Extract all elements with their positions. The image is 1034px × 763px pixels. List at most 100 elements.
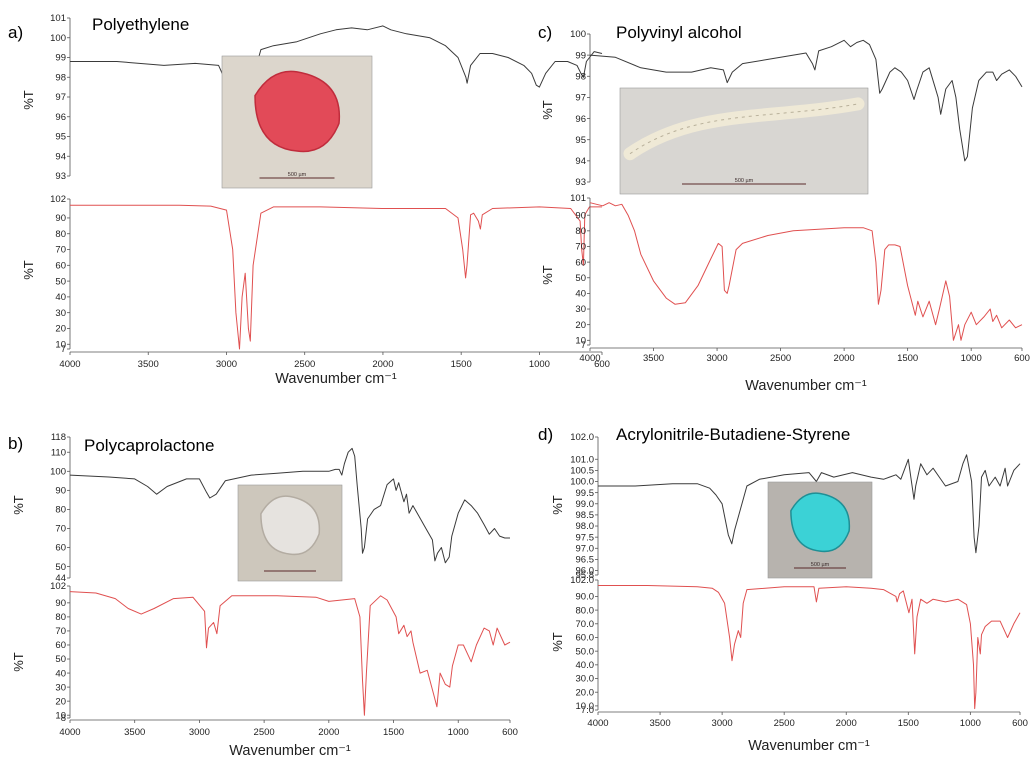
panel-d: d) Acrylonitrile-Butadiene-Styrene95.896.… <box>538 425 1028 754</box>
y-tick-label: 20 <box>55 324 66 335</box>
x-tick-label: 600 <box>1014 353 1030 364</box>
panel-letter: a) <box>8 23 23 42</box>
y-axis-label: %T <box>550 632 565 652</box>
y-tick-label: 118 <box>51 432 66 443</box>
x-tick-label: 2500 <box>774 718 795 729</box>
y-tick-label: 97.5 <box>576 532 595 543</box>
x-tick-label: 3000 <box>712 718 733 729</box>
y-tick-label: 100 <box>570 29 586 40</box>
y-tick-label: 102.0 <box>570 575 594 586</box>
panel-title: Acrylonitrile-Butadiene-Styrene <box>616 425 850 444</box>
x-tick-label: 3500 <box>124 727 145 738</box>
y-tick-label: 96 <box>55 112 66 123</box>
y-tick-label: 50 <box>55 562 66 573</box>
y-tick-label: 101 <box>570 193 586 204</box>
y-axis-label: %T <box>21 90 36 110</box>
y-tick-label: 40 <box>575 289 586 300</box>
y-tick-label: 97 <box>575 93 586 104</box>
x-tick-label: 600 <box>594 359 610 370</box>
y-tick-label: 80 <box>55 229 66 240</box>
y-tick-label: 60 <box>55 543 66 554</box>
y-tick-label: 20.0 <box>576 687 595 698</box>
particle <box>254 70 341 153</box>
y-tick-label: 30 <box>55 308 66 319</box>
spectrum-line-reference <box>589 202 1023 341</box>
x-tick-label: 3500 <box>643 353 664 364</box>
y-tick-label: 50 <box>575 273 586 284</box>
y-tick-label: 95 <box>575 135 586 146</box>
x-tick-label: 3500 <box>649 718 670 729</box>
y-tick-label: 70.0 <box>576 619 595 630</box>
y-tick-label: 90 <box>55 486 66 497</box>
y-tick-label: 50 <box>55 276 66 287</box>
x-tick-label: 4000 <box>587 718 608 729</box>
x-axis-label: Wavenumber cm⁻¹ <box>275 371 397 387</box>
scale-bar-label: 500 µm <box>288 172 307 178</box>
y-tick-label: 110 <box>51 447 66 458</box>
x-tick-label: 1500 <box>383 727 404 738</box>
y-tick-label: 20 <box>575 320 586 331</box>
y-tick-label: 102.0 <box>570 432 594 443</box>
y-tick-label: 44 <box>55 573 66 584</box>
panel-a: a) Polyethylene93949596979899100101%T7102… <box>8 13 610 387</box>
x-tick-label: 2000 <box>836 718 857 729</box>
y-axis-label: %T <box>550 495 565 515</box>
y-tick-label: 40.0 <box>576 660 595 671</box>
x-tick-label: 2500 <box>770 353 791 364</box>
y-tick-label: 60.0 <box>576 633 595 644</box>
panel-b: b) Polycaprolactone445060708090100110118%… <box>8 432 518 759</box>
y-tick-label: 98 <box>55 72 66 83</box>
y-tick-label: 102 <box>50 194 66 205</box>
y-tick-label: 80.0 <box>576 605 595 616</box>
y-tick-label: 50 <box>55 654 66 665</box>
panel-title: Polyethylene <box>92 15 189 34</box>
x-axis: 4000 3500 3000 2500 2000 1500 1000 600 Wavenumbe… <box>587 711 1028 754</box>
y-tick-label: 100.5 <box>570 466 594 477</box>
panel-title: Polycaprolactone <box>84 436 214 455</box>
x-axis-label: Wavenumber cm⁻¹ <box>745 378 867 394</box>
y-tick-label: 10 <box>55 339 66 350</box>
spectrum-line-reference <box>598 585 1021 710</box>
x-tick-label: 2000 <box>318 727 339 738</box>
panel-c: c) Polyvinyl alcohol93949596979899100%T71… <box>538 23 1030 394</box>
x-tick-label: 4000 <box>59 727 80 738</box>
y-tick-label: 101 <box>50 13 66 24</box>
panel-letter: c) <box>538 23 552 42</box>
y-tick-label: 95.8 <box>576 570 595 581</box>
y-tick-label: 97 <box>55 92 66 103</box>
y-tick-label: 80 <box>575 226 586 237</box>
y-tick-label: 80 <box>55 612 66 623</box>
y-tick-label: 50.0 <box>576 646 595 657</box>
y-tick-label: 99.0 <box>576 499 595 510</box>
particle <box>790 492 851 553</box>
spectrum-line-sample <box>69 447 510 564</box>
y-tick-label: 60 <box>575 257 586 268</box>
x-tick-label: 1500 <box>898 718 919 729</box>
x-tick-label: 3000 <box>216 359 237 370</box>
y-tick-label: 10 <box>575 336 586 347</box>
y-tick-label: 100.0 <box>570 477 594 488</box>
y-tick-label: 40 <box>55 668 66 679</box>
x-axis-label: Wavenumber cm⁻¹ <box>748 738 870 754</box>
x-tick-label: 2500 <box>294 359 315 370</box>
x-axis: 4000 3500 3000 2500 2000 1500 1000 600 Wavenumbe… <box>579 347 1030 394</box>
panel-letter: b) <box>8 434 23 453</box>
y-tick-label: 7 <box>581 340 586 351</box>
y-tick-label: 60 <box>55 640 66 651</box>
spectrum-line-reference <box>70 204 602 350</box>
x-tick-label: 3000 <box>189 727 210 738</box>
y-tick-label: 96.0 <box>576 566 595 577</box>
spectrum-line-reference <box>69 591 511 716</box>
micrograph-inset: 500 µm <box>767 481 873 579</box>
x-tick-label: 1000 <box>961 353 982 364</box>
y-tick-label: 40 <box>55 292 66 303</box>
x-tick-label: 600 <box>1012 718 1028 729</box>
y-axis-label: %T <box>11 652 26 672</box>
series-sample: 95.896.096.597.097.598.098.599.099.5100.… <box>550 432 1021 581</box>
x-axis: 4000 3500 3000 2500 2000 1500 1000 600 Wavenumbe… <box>59 351 610 387</box>
y-tick-label: 93 <box>55 171 66 182</box>
panel-letter: d) <box>538 425 553 444</box>
y-tick-label: 99 <box>575 50 586 61</box>
